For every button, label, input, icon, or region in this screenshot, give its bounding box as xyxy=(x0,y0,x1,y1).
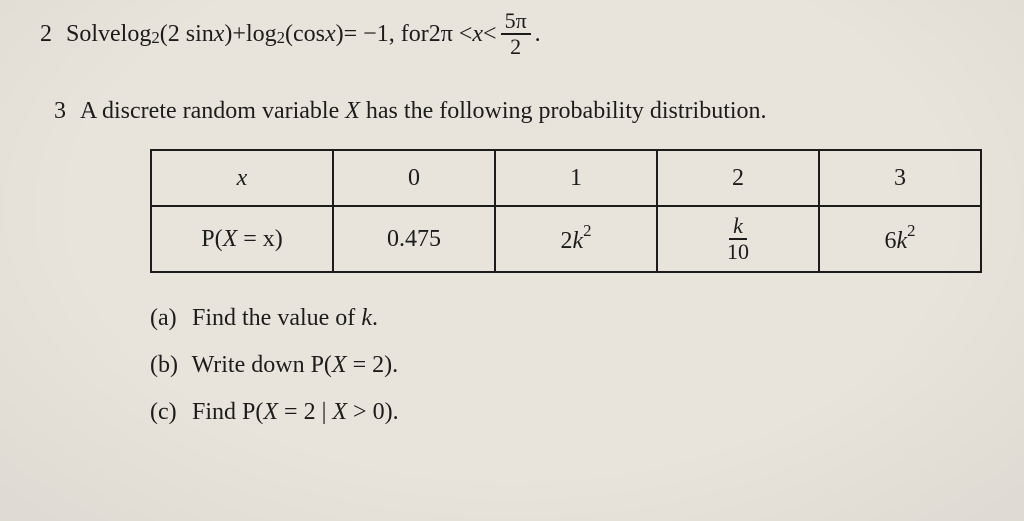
q2-period: . xyxy=(535,21,541,48)
cell-p2: k 10 xyxy=(657,206,819,272)
p2-num: k xyxy=(729,215,747,240)
distribution-table-wrap: x 0 1 2 3 P(X = x) 0.475 2k2 k 10 xyxy=(150,149,984,273)
cell-p1: 2k2 xyxy=(495,206,657,272)
part-c: (c) Find P(X = 2 | X > 0). xyxy=(150,399,984,426)
p3-var: k xyxy=(896,228,907,254)
part-a: (a) Find the value of k. xyxy=(150,305,984,332)
question-2: 2 Solve log2 (2 sinx) + log2 (cosx) = −1… xyxy=(40,10,984,58)
q2-number: 2 xyxy=(40,21,52,48)
q3-number: 3 xyxy=(54,98,66,125)
q2-log1-base: 2 xyxy=(151,28,159,48)
q2-prefix: Solve xyxy=(66,21,121,48)
table-row: x 0 1 2 3 xyxy=(151,150,981,206)
part-b-var: X xyxy=(332,352,347,378)
part-c-post: > 0). xyxy=(347,399,399,425)
q2-plus: + xyxy=(232,21,246,48)
q2-range-mid: < xyxy=(483,21,497,48)
q3-text-pre: A discrete random variable xyxy=(80,98,345,124)
cell-0: 0 xyxy=(333,150,495,206)
p1-var: k xyxy=(572,228,583,254)
part-b-post: = 2). xyxy=(347,352,399,378)
q2-log2-var: x xyxy=(325,21,336,48)
cell-px-header: P(X = x) xyxy=(151,206,333,272)
cell-1: 1 xyxy=(495,150,657,206)
question-3: 3 A discrete random variable X has the f… xyxy=(54,98,984,125)
px-post: = x) xyxy=(237,226,283,252)
q3-text: A discrete random variable X has the fol… xyxy=(80,98,767,125)
distribution-table: x 0 1 2 3 P(X = x) 0.475 2k2 k 10 xyxy=(150,149,982,273)
p1-sup: 2 xyxy=(583,221,591,240)
part-a-pre: Find the value of xyxy=(192,305,361,331)
q2-equals: = −1 xyxy=(344,21,389,48)
part-b-label: (b) xyxy=(150,352,186,379)
q2-log2-arg-close: ) xyxy=(336,21,344,48)
px-pre: P( xyxy=(201,226,222,252)
q2-math: Solve log2 (2 sinx) + log2 (cosx) = −1 ,… xyxy=(66,10,541,58)
p2-frac: k 10 xyxy=(723,215,753,263)
part-c-var1: X xyxy=(263,399,278,425)
part-a-label: (a) xyxy=(150,305,186,332)
part-c-pre: Find P( xyxy=(192,399,263,425)
q2-frac-den: 2 xyxy=(506,35,525,58)
q2-frac: 5π 2 xyxy=(501,10,531,58)
q2-log2-base: 2 xyxy=(277,28,285,48)
q2-log2: log xyxy=(246,21,277,48)
px-var: X xyxy=(223,226,238,252)
p1-base: 2 xyxy=(560,228,572,254)
q2-log1-var: x xyxy=(214,21,225,48)
table-row: P(X = x) 0.475 2k2 k 10 6k2 xyxy=(151,206,981,272)
q2-log1-arg-close: ) xyxy=(224,21,232,48)
cell-x-header: x xyxy=(151,150,333,206)
q3-var: X xyxy=(345,98,360,124)
part-c-var2: X xyxy=(332,399,347,425)
part-b: (b) Write down P(X = 2). xyxy=(150,352,984,379)
part-b-pre: Write down P( xyxy=(192,352,332,378)
part-a-post: . xyxy=(372,305,378,331)
q2-log1-arg-open: (2 sin xyxy=(160,21,214,48)
q2-for: , for xyxy=(389,21,429,48)
cell-3: 3 xyxy=(819,150,981,206)
q2-log2-arg-open: (cos xyxy=(285,21,325,48)
cell-2: 2 xyxy=(657,150,819,206)
p2-den: 10 xyxy=(723,240,753,263)
q2-range-left: 2π < xyxy=(429,21,473,48)
part-a-var: k xyxy=(361,305,372,331)
part-c-label: (c) xyxy=(150,399,186,426)
q2-range-var: x xyxy=(472,21,483,48)
q2-log1: log xyxy=(121,21,152,48)
cell-p0: 0.475 xyxy=(333,206,495,272)
part-c-mid: = 2 | xyxy=(278,399,332,425)
q3-parts: (a) Find the value of k. (b) Write down … xyxy=(150,305,984,426)
cell-p3: 6k2 xyxy=(819,206,981,272)
p3-sup: 2 xyxy=(907,221,915,240)
p3-base: 6 xyxy=(884,228,896,254)
q2-frac-num: 5π xyxy=(501,10,531,35)
q3-text-post: has the following probability distributi… xyxy=(360,98,767,124)
